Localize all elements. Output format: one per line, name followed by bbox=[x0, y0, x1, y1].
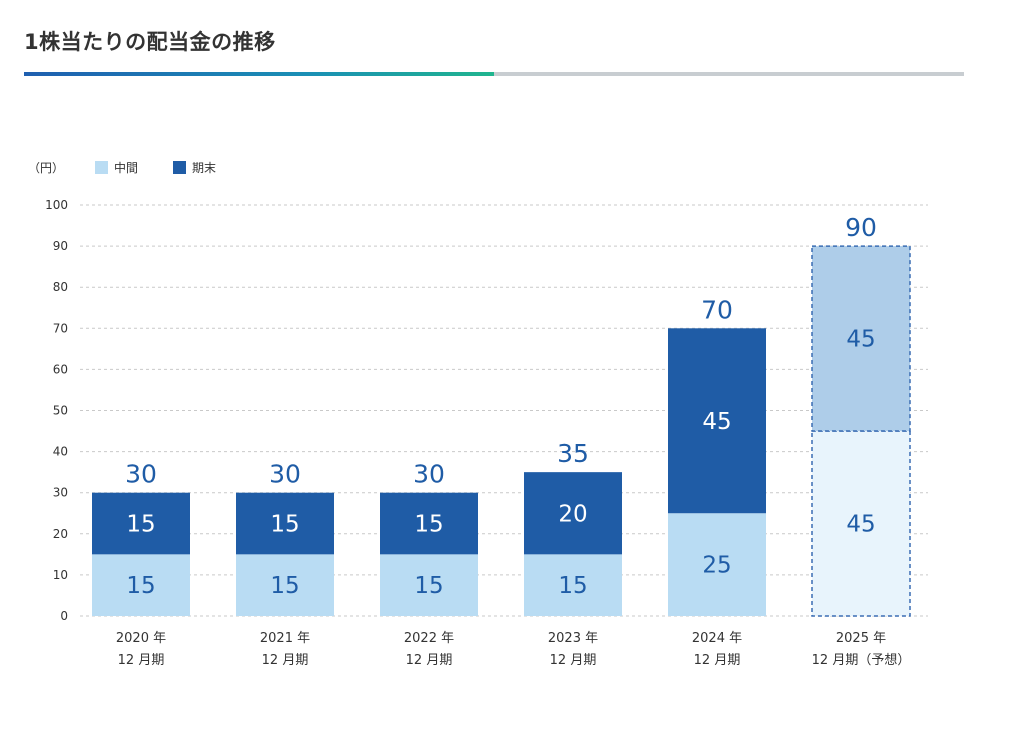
legend-label-final: 期末 bbox=[192, 161, 216, 175]
data-label-final: 15 bbox=[414, 512, 443, 538]
bar-segment-interim bbox=[811, 430, 911, 617]
legend-label-interim: 中間 bbox=[114, 160, 138, 175]
x-tick-label-year: 2025 年 bbox=[836, 631, 886, 646]
bars: 15 15 30 15 15 30 15 15 30 15 20 35 25 45 70 45 45 90 bbox=[92, 213, 911, 617]
data-label-total: 70 bbox=[701, 295, 733, 324]
data-label-interim: 15 bbox=[558, 573, 587, 599]
title-underline bbox=[24, 72, 964, 76]
page-title: 1株当たりの配当金の推移 bbox=[24, 30, 276, 54]
legend-swatch-final bbox=[173, 161, 186, 174]
y-tick-label: 0 bbox=[60, 609, 68, 623]
bar-segment-interim bbox=[236, 554, 334, 616]
y-tick-label: 70 bbox=[53, 321, 68, 335]
x-tick-label-period: 12 月期 bbox=[262, 653, 309, 668]
data-label-total: 30 bbox=[269, 460, 301, 489]
data-label-interim: 15 bbox=[126, 573, 155, 599]
bar-segment-final bbox=[811, 245, 911, 432]
data-label-total: 30 bbox=[125, 460, 157, 489]
y-tick-label: 100 bbox=[45, 198, 68, 212]
x-tick-label-year: 2020 年 bbox=[116, 631, 166, 646]
data-label-interim: 25 bbox=[702, 553, 731, 579]
y-tick-label: 40 bbox=[53, 445, 68, 459]
data-label-total: 30 bbox=[413, 460, 445, 489]
legend: （円） 中間 期末 bbox=[28, 160, 216, 175]
bar-segment-final bbox=[668, 328, 766, 514]
y-tick-label: 30 bbox=[53, 486, 68, 500]
bar-segment-interim bbox=[380, 554, 478, 616]
data-label-final: 20 bbox=[558, 501, 587, 527]
y-tick-label: 80 bbox=[53, 280, 68, 294]
data-label-final: 45 bbox=[846, 327, 875, 353]
bar-segment-interim bbox=[92, 554, 190, 616]
x-tick-label-year: 2021 年 bbox=[260, 631, 310, 646]
data-label-final: 15 bbox=[126, 512, 155, 538]
title-underline-accent bbox=[24, 72, 494, 76]
x-tick-label-period: 12 月期 bbox=[118, 653, 165, 668]
data-label-final: 45 bbox=[702, 409, 731, 435]
legend-swatch-interim bbox=[95, 161, 108, 174]
data-label-final: 15 bbox=[270, 512, 299, 538]
y-tick-label: 90 bbox=[53, 239, 68, 253]
bar-segment-interim bbox=[668, 513, 766, 616]
x-tick-label-year: 2024 年 bbox=[692, 631, 742, 646]
x-tick-label-period: 12 月期 bbox=[406, 653, 453, 668]
bar-segment-final bbox=[92, 492, 190, 555]
data-label-interim: 45 bbox=[846, 512, 875, 538]
x-tick-label-year: 2023 年 bbox=[548, 631, 598, 646]
data-label-interim: 15 bbox=[270, 573, 299, 599]
y-unit-label: （円） bbox=[28, 161, 64, 175]
x-tick-label-year: 2022 年 bbox=[404, 631, 454, 646]
y-axis: 0 10 20 30 40 50 60 70 80 90 100 bbox=[45, 198, 68, 623]
y-tick-label: 20 bbox=[53, 527, 68, 541]
y-tick-label: 60 bbox=[53, 362, 68, 376]
x-tick-label-period: 12 月期 bbox=[550, 653, 597, 668]
bar-segment-final bbox=[524, 472, 622, 555]
data-label-total: 35 bbox=[557, 439, 589, 468]
y-tick-label: 10 bbox=[53, 568, 68, 582]
x-tick-label-period: 12 月期（予想） bbox=[812, 652, 911, 668]
bar-segment-final bbox=[380, 492, 478, 555]
x-tick-label-period: 12 月期 bbox=[694, 653, 741, 668]
data-label-total: 90 bbox=[845, 213, 877, 242]
bar-segment-interim bbox=[524, 554, 622, 616]
y-tick-label: 50 bbox=[53, 404, 68, 418]
bar-segment-final bbox=[236, 492, 334, 555]
grid-lines bbox=[80, 204, 928, 617]
data-label-interim: 15 bbox=[414, 573, 443, 599]
x-axis-labels: 2020 年 12 月期 2021 年 12 月期 2022 年 12 月期 2023 年 1… bbox=[116, 631, 910, 668]
